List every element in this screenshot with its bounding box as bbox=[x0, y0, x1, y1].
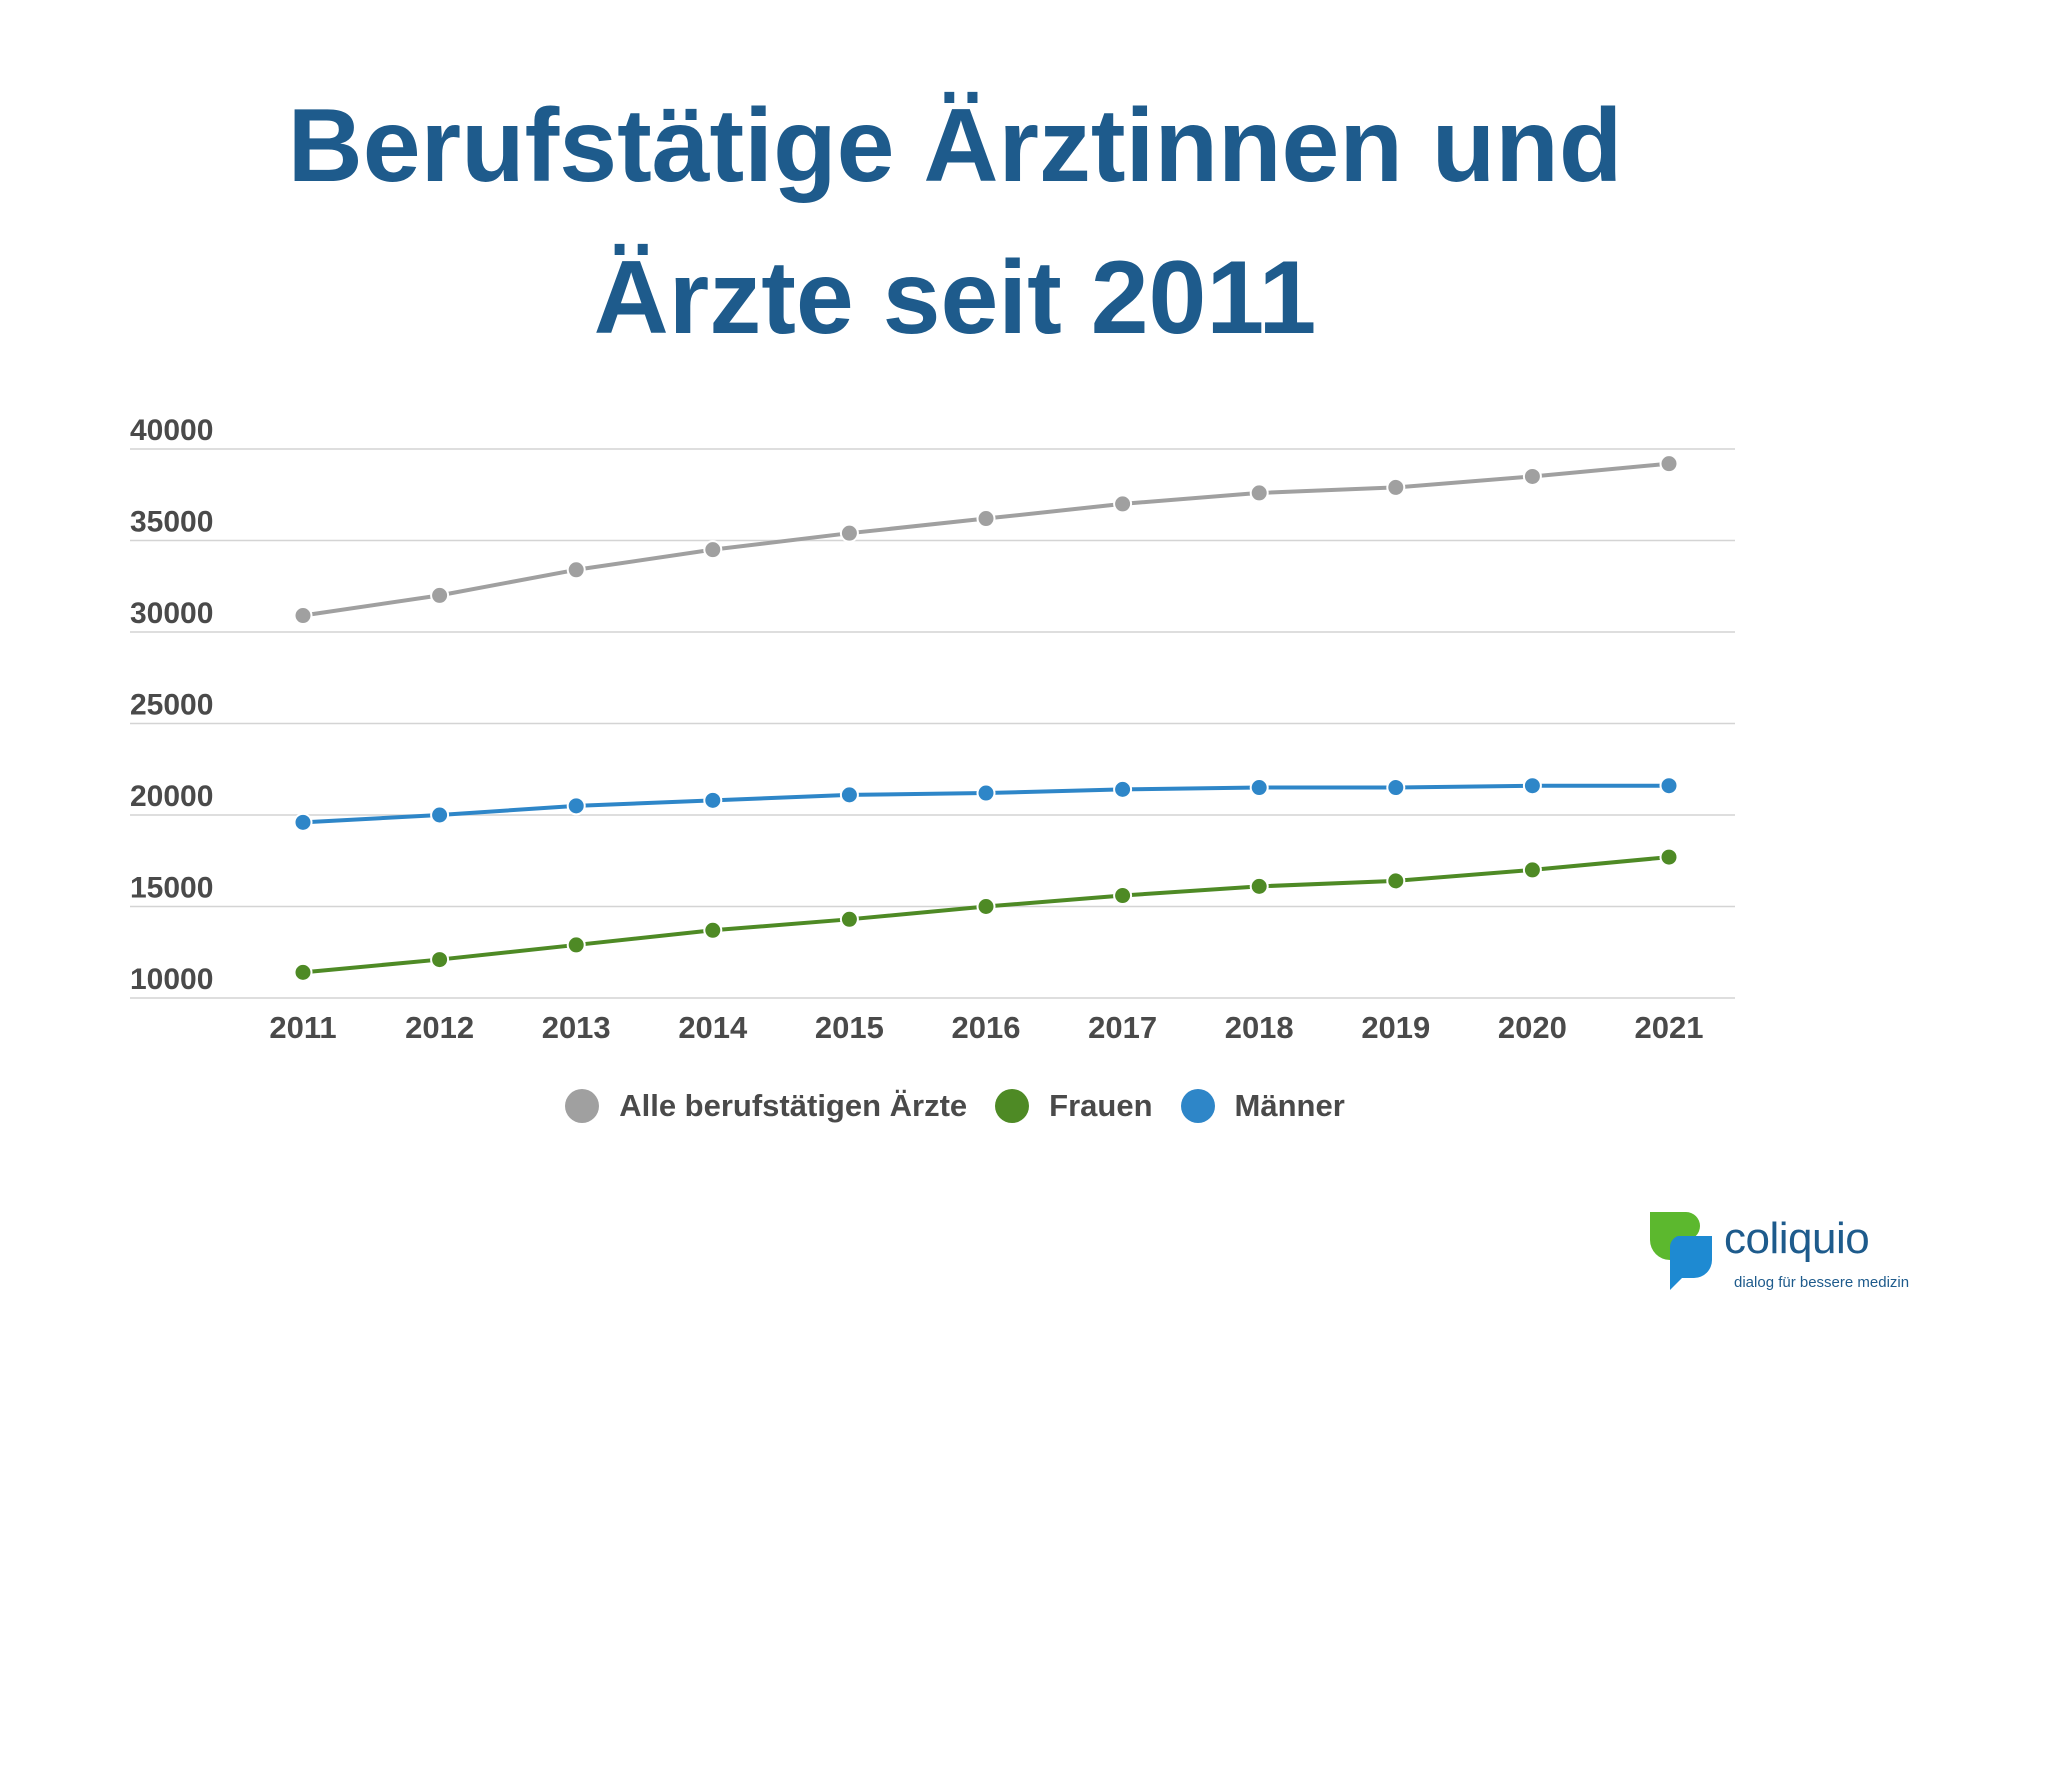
chart-legend: Alle berufstätigen Ärzte Frauen Männer bbox=[0, 1088, 1910, 1124]
legend-label: Frauen bbox=[1049, 1088, 1153, 1123]
x-tick-label: 2011 bbox=[269, 1010, 336, 1045]
legend-item: Männer bbox=[1180, 1088, 1345, 1124]
legend-item: Alle berufstätigen Ärzte bbox=[565, 1088, 967, 1124]
data-point bbox=[1522, 860, 1542, 880]
coliquio-logo: coliquio dialog für bessere medizin bbox=[1648, 1210, 1948, 1300]
y-tick-label: 25000 bbox=[130, 689, 213, 722]
data-point bbox=[839, 909, 859, 929]
data-point bbox=[430, 805, 450, 825]
data-point bbox=[293, 812, 313, 832]
y-tick-label: 10000 bbox=[130, 963, 213, 996]
legend-label: Alle berufstätigen Ärzte bbox=[619, 1088, 968, 1123]
data-point bbox=[1386, 778, 1406, 798]
data-point bbox=[976, 509, 996, 529]
data-point bbox=[1659, 454, 1679, 474]
data-point bbox=[1249, 483, 1269, 503]
x-tick-label: 2020 bbox=[1498, 1010, 1567, 1045]
legend-item: Frauen bbox=[995, 1088, 1153, 1124]
y-tick-label: 15000 bbox=[130, 872, 213, 905]
x-tick-label: 2017 bbox=[1088, 1010, 1157, 1045]
data-point bbox=[1659, 847, 1679, 867]
data-point bbox=[430, 950, 450, 970]
data-point bbox=[430, 585, 450, 605]
legend-marker bbox=[565, 1089, 600, 1123]
data-point bbox=[1659, 776, 1679, 796]
data-point bbox=[293, 606, 313, 626]
data-point bbox=[566, 796, 586, 816]
data-point bbox=[1249, 876, 1269, 896]
legend-marker bbox=[995, 1089, 1030, 1123]
chart-title-line-2: Ärzte seit 2011 bbox=[593, 240, 1317, 356]
x-tick-label: 2021 bbox=[1635, 1010, 1704, 1045]
data-point bbox=[1113, 779, 1133, 799]
data-point bbox=[566, 560, 586, 580]
chart-title-line-1: Berufstätige Ärztinnen und bbox=[287, 88, 1623, 204]
x-tick-label: 2019 bbox=[1361, 1010, 1430, 1045]
data-point bbox=[839, 785, 859, 805]
logo-wordmark: coliquio bbox=[1724, 1214, 1870, 1263]
data-point bbox=[1522, 466, 1542, 486]
data-point bbox=[703, 790, 723, 810]
data-point bbox=[1386, 871, 1406, 891]
y-tick-label: 30000 bbox=[130, 597, 213, 630]
y-tick-label: 40000 bbox=[130, 414, 213, 447]
data-point bbox=[839, 523, 859, 543]
legend-marker bbox=[1180, 1089, 1215, 1123]
data-point bbox=[1522, 776, 1542, 796]
y-tick-label: 20000 bbox=[130, 780, 213, 813]
series-line-0 bbox=[302, 461, 1670, 618]
data-point bbox=[566, 935, 586, 955]
legend-label: Männer bbox=[1234, 1088, 1345, 1123]
data-point bbox=[703, 920, 723, 940]
data-point bbox=[1113, 886, 1133, 906]
x-tick-label: 2012 bbox=[405, 1010, 474, 1045]
x-tick-label: 2015 bbox=[815, 1010, 884, 1045]
coliquio-logo-icon bbox=[1650, 1212, 1712, 1290]
data-point bbox=[976, 783, 996, 803]
x-tick-label: 2014 bbox=[678, 1010, 748, 1045]
x-tick-label: 2018 bbox=[1225, 1010, 1294, 1045]
chart-title: Berufstätige Ärztinnen und Ärzte seit 20… bbox=[0, 70, 1910, 374]
data-point bbox=[703, 540, 723, 560]
data-point bbox=[1113, 494, 1133, 514]
data-point bbox=[293, 962, 313, 982]
data-point bbox=[1249, 778, 1269, 798]
data-point bbox=[1386, 477, 1406, 497]
x-tick-label: 2013 bbox=[542, 1010, 611, 1045]
logo-tagline: dialog für bessere medizin bbox=[1734, 1274, 1910, 1291]
data-point bbox=[976, 897, 996, 916]
x-tick-label: 2016 bbox=[952, 1010, 1021, 1045]
y-tick-label: 35000 bbox=[130, 506, 213, 539]
